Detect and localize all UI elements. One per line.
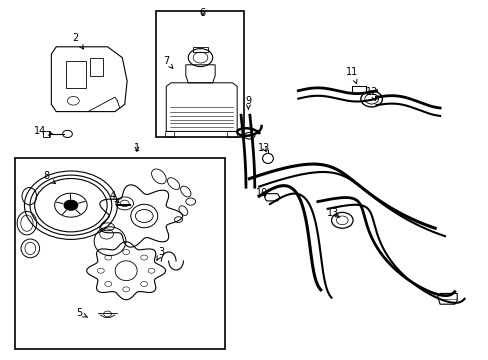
Text: 1: 1 (134, 143, 140, 153)
Circle shape (64, 200, 78, 210)
Text: 9: 9 (245, 96, 251, 109)
Text: 5: 5 (76, 308, 87, 318)
Text: 12: 12 (366, 87, 378, 100)
Text: 11: 11 (345, 67, 358, 84)
Bar (15, 158, 224, 349)
Text: 7: 7 (163, 56, 172, 68)
Text: 13: 13 (257, 143, 270, 153)
Text: 13: 13 (326, 208, 339, 218)
Text: 6: 6 (200, 8, 205, 18)
Bar (156, 11, 244, 137)
Text: 3: 3 (157, 247, 164, 260)
Text: 2: 2 (73, 33, 83, 49)
Text: 14: 14 (34, 126, 52, 136)
Text: 4: 4 (109, 191, 119, 203)
Text: 8: 8 (43, 171, 55, 184)
Text: 10: 10 (255, 188, 267, 198)
